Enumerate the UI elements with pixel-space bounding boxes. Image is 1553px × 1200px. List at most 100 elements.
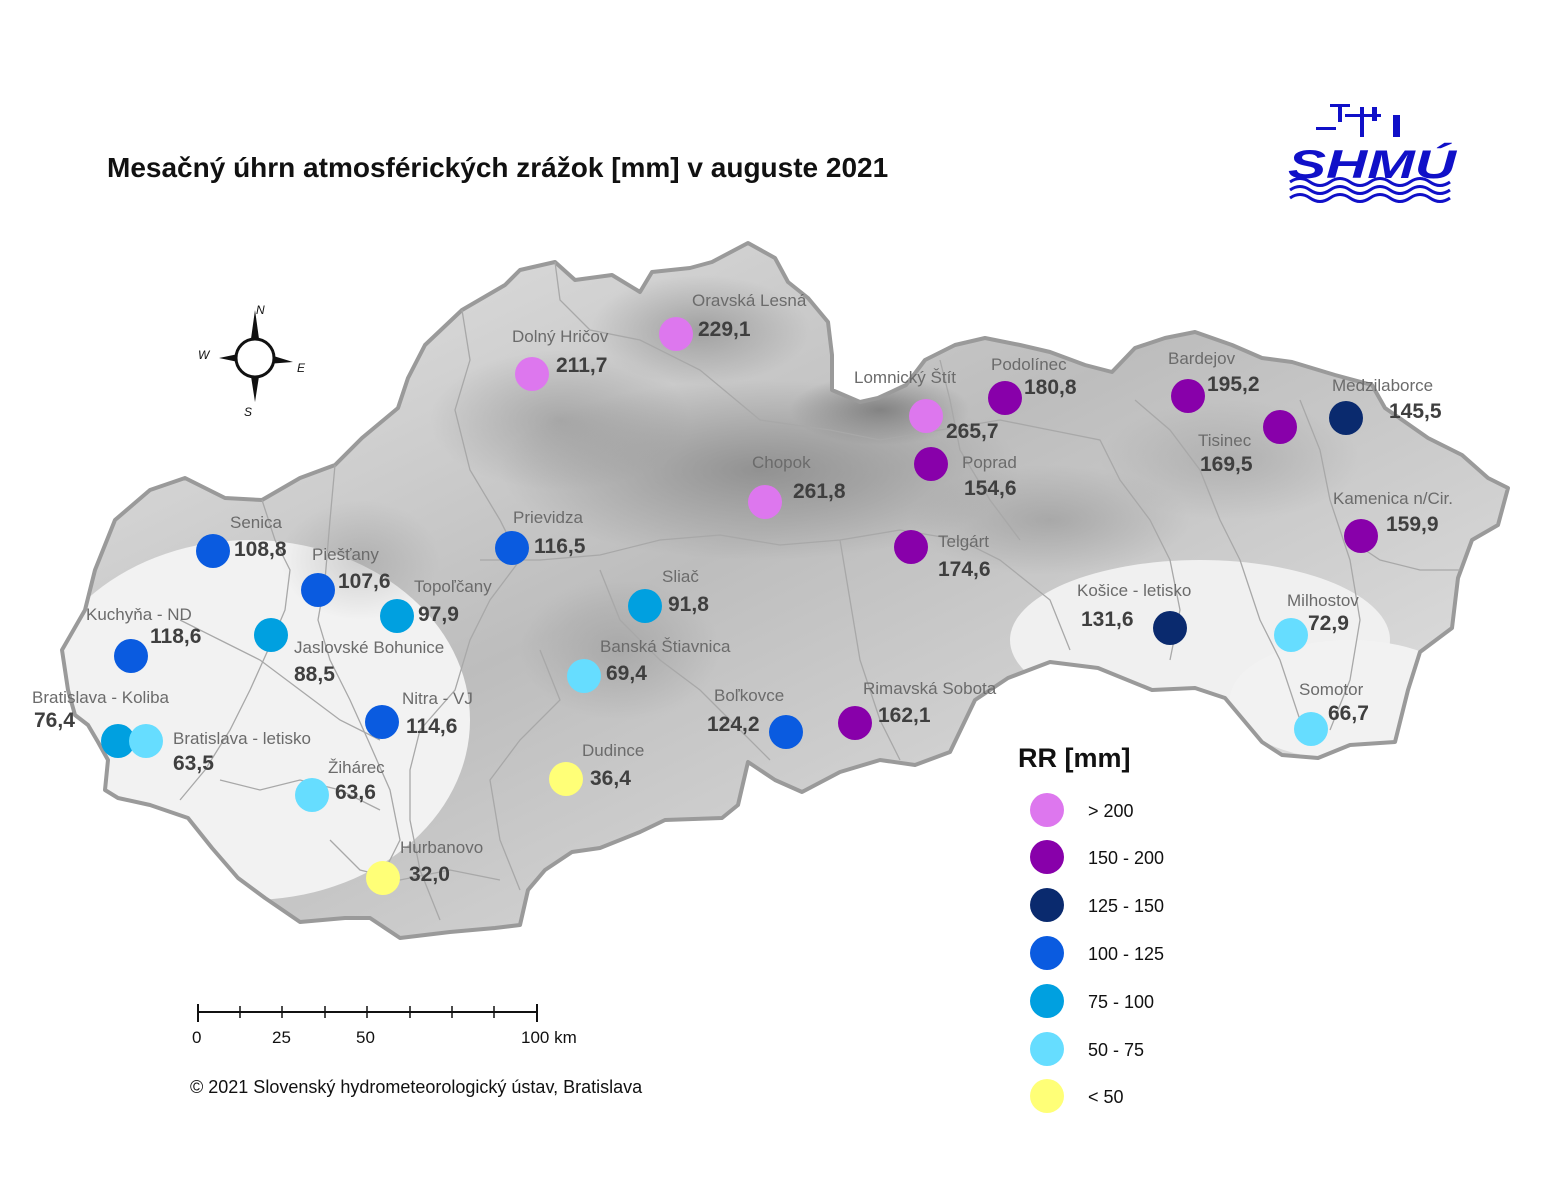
legend-item: 100 - 125	[1030, 936, 1164, 970]
station[interactable]: Rimavská Sobota 162,1	[838, 679, 997, 740]
station-marker[interactable]	[365, 705, 399, 739]
station-value: 124,2	[707, 713, 760, 736]
station-value: 195,2	[1207, 373, 1260, 396]
station[interactable]: Dudince 36,4	[549, 741, 644, 796]
shmu-logo: SHMÚ	[1288, 104, 1458, 203]
legend-swatch	[1030, 1079, 1064, 1113]
station[interactable]: Medzilaborce 145,5	[1329, 376, 1442, 435]
station[interactable]: Banská Štiavnica 69,4	[567, 637, 731, 693]
station-value: 32,0	[409, 863, 450, 886]
station-marker[interactable]	[914, 447, 948, 481]
station-value: 162,1	[878, 704, 931, 727]
station[interactable]: Boľkovce 124,2	[707, 686, 803, 749]
station[interactable]: Prievidza 116,5	[495, 508, 586, 565]
station-marker[interactable]	[1274, 618, 1308, 652]
station-marker[interactable]	[515, 357, 549, 391]
station-marker[interactable]	[254, 618, 288, 652]
scale-label-100: 100 km	[521, 1028, 577, 1047]
station-name: Medzilaborce	[1332, 376, 1433, 395]
station[interactable]: Nitra - VJ 114,6	[365, 689, 473, 739]
station[interactable]: Jaslovské Bohunice 88,5	[254, 618, 444, 686]
station[interactable]: Poprad 154,6	[914, 447, 1017, 500]
station-marker[interactable]	[1329, 401, 1363, 435]
station-name: Senica	[230, 513, 283, 532]
station-marker[interactable]	[1294, 712, 1328, 746]
station[interactable]: Chopok 261,8	[748, 453, 846, 519]
station-marker[interactable]	[101, 724, 135, 758]
station-value: 118,6	[150, 625, 201, 648]
station-marker[interactable]	[567, 659, 601, 693]
station[interactable]: Telgárt 174,6	[894, 530, 991, 581]
station[interactable]: Košice - letisko 131,6	[1077, 581, 1191, 645]
station-value: 63,5	[173, 752, 214, 775]
station[interactable]: Somotor 66,7	[1294, 680, 1369, 746]
station-marker[interactable]	[628, 589, 662, 623]
station-marker[interactable]	[1171, 379, 1205, 413]
station[interactable]: Sliač 91,8	[628, 567, 709, 623]
station-marker[interactable]	[838, 706, 872, 740]
station-marker[interactable]	[748, 485, 782, 519]
station-name: Somotor	[1299, 680, 1364, 699]
station[interactable]: Podolínec 180,8	[988, 355, 1077, 415]
station-marker[interactable]	[380, 599, 414, 633]
station[interactable]: Senica 108,8	[196, 513, 287, 568]
station-name: Boľkovce	[714, 686, 784, 705]
station-value: 154,6	[964, 477, 1017, 500]
station-name: Kamenica n/Cir.	[1333, 489, 1453, 508]
station[interactable]: Kamenica n/Cir. 159,9	[1333, 489, 1453, 553]
station-value: 145,5	[1389, 400, 1442, 423]
station[interactable]: Dolný Hričov 211,7	[512, 327, 609, 391]
station-marker[interactable]	[1344, 519, 1378, 553]
station-marker[interactable]	[769, 715, 803, 749]
station-marker[interactable]	[1263, 410, 1297, 444]
compass-w-label: W	[198, 348, 211, 362]
legend-label: 50 - 75	[1088, 1040, 1144, 1060]
compass-e-label: E	[297, 361, 306, 375]
station-name: Podolínec	[991, 355, 1067, 374]
station[interactable]: Piešťany 107,6	[301, 545, 391, 607]
station[interactable]: Oravská Lesná 229,1	[659, 291, 807, 351]
station-marker[interactable]	[988, 381, 1022, 415]
station-value: 108,8	[234, 538, 287, 561]
station[interactable]: Topoľčany 97,9	[380, 577, 492, 633]
station[interactable]: Milhostov 72,9	[1274, 591, 1359, 652]
station[interactable]: Bratislava - Koliba 76,4	[32, 688, 170, 758]
station[interactable]: Tisinec 169,5	[1198, 410, 1297, 476]
station-marker[interactable]	[549, 762, 583, 796]
station-marker[interactable]	[196, 534, 230, 568]
station-marker[interactable]	[295, 778, 329, 812]
station-marker[interactable]	[909, 399, 943, 433]
station-marker[interactable]	[894, 530, 928, 564]
compass-n-label: N	[256, 303, 265, 317]
station[interactable]: Lomnický Štít 265,7	[854, 368, 999, 443]
station-marker[interactable]	[1153, 611, 1187, 645]
station[interactable]: Kuchyňa - ND 118,6	[86, 605, 201, 673]
station-value: 116,5	[534, 535, 586, 558]
station-name: Jaslovské Bohunice	[294, 638, 444, 657]
station[interactable]: Bratislava - letisko 63,5	[129, 724, 311, 775]
station-marker[interactable]	[301, 573, 335, 607]
legend-label: > 200	[1088, 801, 1134, 821]
station-value: 229,1	[698, 318, 751, 341]
scale-label-50: 50	[356, 1028, 375, 1047]
compass-north-arrow	[250, 310, 260, 346]
station-marker[interactable]	[659, 317, 693, 351]
station-name: Dudince	[582, 741, 644, 760]
station-name: Bratislava - letisko	[173, 729, 311, 748]
legend-swatch	[1030, 936, 1064, 970]
station-marker[interactable]	[366, 861, 400, 895]
legend-label: < 50	[1088, 1087, 1124, 1107]
station-value: 261,8	[793, 480, 846, 503]
station-marker[interactable]	[114, 639, 148, 673]
station-marker[interactable]	[129, 724, 163, 758]
station[interactable]: Hurbanovo 32,0	[366, 838, 483, 895]
station-marker[interactable]	[495, 531, 529, 565]
legend-label: 150 - 200	[1088, 848, 1164, 868]
station[interactable]: Žihárec 63,6	[295, 758, 385, 812]
station[interactable]: Bardejov 195,2	[1168, 349, 1260, 413]
station-name: Prievidza	[513, 508, 583, 527]
map-title: Mesačný úhrn atmosférických zrážok [mm] …	[107, 152, 889, 183]
station-value: 159,9	[1386, 513, 1439, 536]
station-name: Žihárec	[328, 758, 385, 777]
